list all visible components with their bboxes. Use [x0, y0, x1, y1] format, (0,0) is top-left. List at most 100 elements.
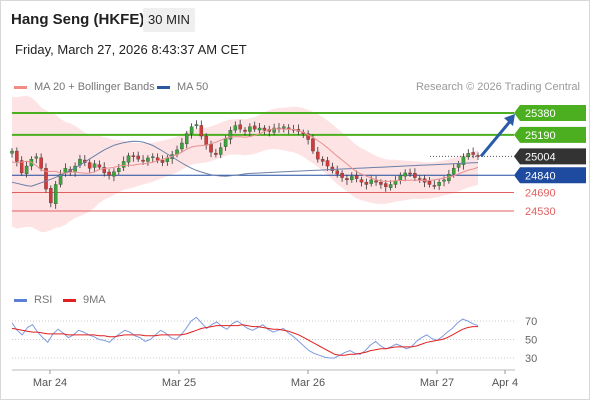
candle-body: [413, 173, 417, 178]
rsi-tick-70: 70: [525, 316, 537, 328]
candle-body: [432, 185, 437, 187]
level-labels: 25380 25190 25004 24840 24690 24530: [514, 105, 586, 218]
legend-bollinger: MA 20 + Bollinger Bands: [14, 81, 155, 93]
candle-body: [272, 127, 276, 133]
level-box-25004: [514, 148, 586, 165]
candle-body: [364, 182, 369, 185]
candle-body: [471, 152, 475, 155]
level-label-24840: 24840: [525, 170, 556, 182]
bollinger-band: [12, 95, 478, 233]
level-box-24840: [514, 167, 586, 184]
x-tick-label: Mar 25: [162, 377, 196, 389]
candle-body: [408, 172, 412, 175]
candle-body: [476, 155, 480, 157]
candle-body: [437, 182, 441, 186]
candle-body: [136, 155, 140, 160]
candle-body: [44, 168, 48, 190]
candle-body: [49, 188, 53, 204]
legend-ma50: MA 50: [157, 81, 208, 93]
x-tick-label: Mar 24: [33, 377, 67, 389]
candle-body: [184, 133, 189, 145]
candle-body: [262, 127, 267, 131]
candle-body: [121, 161, 126, 168]
candle-body: [461, 156, 466, 165]
projection-arrow: [479, 118, 514, 158]
candle-body: [112, 171, 116, 177]
legend-label-9ma: 9MA: [83, 294, 106, 306]
x-tick-label: Mar 27: [420, 377, 454, 389]
level-box-25380: [514, 105, 586, 121]
x-tick-label: Apr 4: [492, 377, 518, 389]
level-box-25190: [514, 126, 586, 143]
legend-swatch-bollinger: [14, 85, 27, 89]
candle-body: [87, 162, 92, 169]
candle-body: [243, 129, 247, 132]
candle-body: [180, 142, 184, 150]
rsi-series-9ma: [11, 324, 478, 356]
candle-body: [97, 164, 102, 168]
projection-arrowhead: [504, 114, 515, 126]
legend-label-ma50: MA 50: [177, 81, 209, 93]
candle-body: [58, 173, 63, 185]
candle-body: [218, 147, 223, 155]
candle-body: [92, 163, 97, 168]
legend-swatch-9ma: [63, 298, 76, 302]
candle-body: [320, 158, 325, 162]
candle-body: [398, 175, 403, 181]
level-label-24690: 24690: [525, 188, 556, 200]
candle-body: [199, 125, 204, 137]
candle-body: [194, 124, 199, 127]
ma50-path: [11, 140, 479, 187]
level-label-25004: 25004: [525, 151, 556, 163]
candle-body: [15, 150, 19, 162]
timeframe-button[interactable]: 30 MIN: [143, 8, 195, 32]
candle-body: [417, 178, 422, 180]
candle-body: [345, 178, 349, 181]
rsi-tick-30: 30: [525, 353, 537, 365]
candle-body: [146, 157, 150, 162]
candle-body: [384, 183, 388, 187]
candle-body: [39, 157, 43, 169]
legend-label-rsi: RSI: [34, 294, 53, 306]
candle-body: [248, 126, 252, 132]
level-label-25380: 25380: [525, 108, 556, 120]
candle-body: [466, 153, 471, 157]
level-lines: [12, 112, 514, 212]
candle-body: [335, 170, 339, 175]
candle-body: [330, 166, 335, 171]
rsi-tick-50: 50: [525, 335, 537, 347]
candle-body: [131, 155, 136, 157]
candle-body: [34, 156, 39, 159]
ma20-line: [11, 128, 479, 183]
candle-body: [189, 126, 194, 134]
candle-body: [209, 144, 213, 153]
legend-swatch-ma50: [157, 85, 170, 89]
candle-body: [126, 155, 131, 163]
legend-9ma: 9MA: [63, 294, 106, 306]
candle-body: [151, 156, 155, 158]
candle-body: [102, 167, 106, 174]
header-bar: Hang Seng (HKFE) 30 MIN: [1, 1, 589, 37]
candle-body: [451, 168, 456, 175]
timestamp: Friday, March 27, 2026 8:43:37 AM CET: [15, 42, 247, 57]
candle-body: [24, 165, 29, 175]
candle-body: [107, 171, 111, 176]
candle-body: [340, 173, 344, 178]
candle-body: [369, 179, 373, 184]
x-axis: Mar 24 Mar 25 Mar 26 Mar 27 Apr 4: [12, 369, 518, 389]
candle-body: [238, 124, 242, 130]
candle-body: [117, 168, 121, 172]
candle-body: [427, 181, 432, 185]
credit-text: Research © 2026 Trading Central: [415, 81, 580, 93]
candle-body: [379, 182, 383, 185]
rsi-series-rsi: [11, 316, 479, 359]
candle-body: [388, 184, 393, 188]
bollinger-fill: [12, 95, 478, 233]
candle-body: [306, 133, 310, 140]
candle-body: [141, 159, 145, 162]
candle-body: [204, 135, 208, 146]
ma20-path: [11, 128, 479, 183]
rsi-panel: 70 50 30: [11, 316, 537, 365]
candle-body: [311, 138, 315, 152]
